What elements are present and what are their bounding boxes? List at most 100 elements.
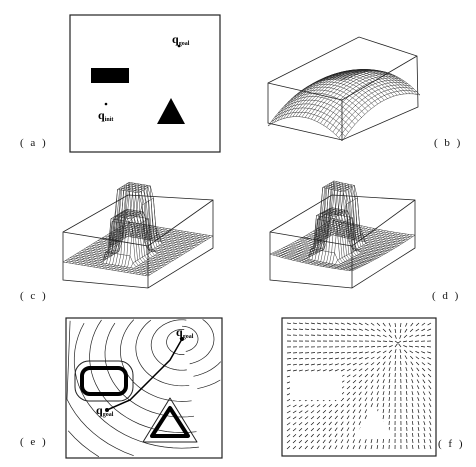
- mesh-line: [352, 351, 357, 354]
- mesh-line: [304, 328, 310, 330]
- mesh-line: [417, 439, 420, 444]
- mesh-line: [298, 328, 304, 330]
- mesh-line: [298, 428, 303, 432]
- mesh-line: [364, 379, 368, 384]
- mesh-line: [346, 445, 350, 450]
- mesh-line: [322, 328, 327, 331]
- mesh-line: [427, 322, 432, 326]
- mesh-line: [292, 404, 297, 408]
- mesh-line: [316, 357, 321, 360]
- contour-frame: [65, 317, 223, 459]
- mesh-line: [346, 363, 351, 366]
- mesh-line: [370, 385, 374, 390]
- mesh-line: [370, 334, 375, 337]
- rect-obstacle-region: [290, 372, 342, 400]
- mesh-line: [150, 319, 187, 371]
- mesh-line: [429, 427, 432, 432]
- mesh-line: [416, 385, 420, 390]
- mesh-line: [370, 439, 373, 444]
- mesh-line: [415, 334, 420, 337]
- mesh-line: [394, 360, 396, 366]
- mesh-line: [328, 427, 332, 432]
- mesh-line: [346, 357, 351, 360]
- mesh-line: [399, 334, 402, 339]
- mesh-line: [427, 368, 432, 372]
- vector-field-frame: [281, 317, 437, 457]
- mesh-line: [429, 445, 432, 450]
- mesh-line: [286, 369, 291, 372]
- mesh-line: [382, 373, 385, 378]
- mesh-line: [394, 322, 396, 328]
- mesh-line: [292, 410, 297, 414]
- mesh-line: [310, 433, 314, 438]
- mesh-line: [411, 403, 414, 408]
- mesh-line: [410, 322, 414, 327]
- mesh-line: [304, 439, 308, 444]
- mesh-line: [100, 184, 186, 254]
- mesh-line: [286, 328, 292, 330]
- mesh-line: [340, 409, 344, 414]
- mesh-line: [410, 361, 414, 366]
- mesh-line: [310, 422, 315, 426]
- mesh-line: [181, 325, 199, 352]
- mesh-line: [388, 349, 392, 354]
- mesh-line: [422, 373, 426, 378]
- mesh-line: [427, 328, 432, 331]
- mesh-line: [422, 385, 426, 390]
- mesh-line: [286, 322, 291, 325]
- mesh-line: [358, 357, 363, 360]
- mesh-line: [346, 386, 351, 390]
- mesh-line: [189, 319, 215, 365]
- mesh-line: [399, 349, 402, 354]
- mesh-line: [286, 404, 291, 408]
- q-goal-label-e: qgoal: [176, 325, 194, 340]
- mesh-line: [328, 439, 332, 444]
- mesh-line: [323, 224, 407, 242]
- mesh-line: [423, 433, 426, 438]
- mesh-line: [364, 439, 367, 444]
- mesh-line: [348, 234, 413, 271]
- mesh-line: [400, 322, 402, 328]
- mesh-line: [310, 439, 314, 444]
- mesh-line: [286, 428, 291, 432]
- mesh-line: [376, 385, 380, 390]
- mesh-line: [340, 351, 345, 354]
- mesh-line: [102, 183, 188, 252]
- mesh-line: [120, 226, 207, 241]
- mesh-line: [298, 422, 303, 426]
- q-goal-label-a: qgoal: [172, 32, 190, 47]
- mesh-line: [358, 368, 363, 372]
- mesh-line: [334, 352, 340, 354]
- mesh-line: [328, 415, 332, 420]
- mesh-line: [358, 403, 362, 408]
- mesh-line: [421, 322, 426, 326]
- mesh-line: [66, 320, 134, 457]
- mesh-line: [382, 385, 385, 390]
- mesh-line: [382, 340, 388, 342]
- mesh-line: [420, 346, 426, 348]
- mesh-line: [417, 433, 420, 438]
- mesh-line: [292, 363, 297, 366]
- mesh-line: [376, 322, 381, 327]
- mesh-line: [310, 427, 315, 432]
- mesh-line: [328, 369, 333, 372]
- mesh-line: [351, 234, 416, 272]
- mesh-line: [340, 433, 344, 438]
- mesh-line: [394, 328, 397, 333]
- mesh-line: [403, 340, 408, 343]
- mesh-line: [316, 433, 320, 438]
- mesh-line: [346, 433, 350, 438]
- mesh-line: [388, 340, 393, 343]
- mesh-line: [316, 410, 321, 414]
- mesh-line: [340, 397, 345, 402]
- mesh-line: [298, 358, 303, 360]
- mesh-line: [428, 385, 432, 390]
- mesh-line: [388, 322, 391, 327]
- mesh-line: [316, 404, 321, 408]
- mesh-line: [364, 356, 369, 360]
- mesh-line: [422, 391, 426, 396]
- mesh-line: [382, 367, 386, 372]
- mesh-line: [376, 391, 379, 396]
- mesh-line: [417, 409, 420, 414]
- mesh-line: [429, 433, 432, 438]
